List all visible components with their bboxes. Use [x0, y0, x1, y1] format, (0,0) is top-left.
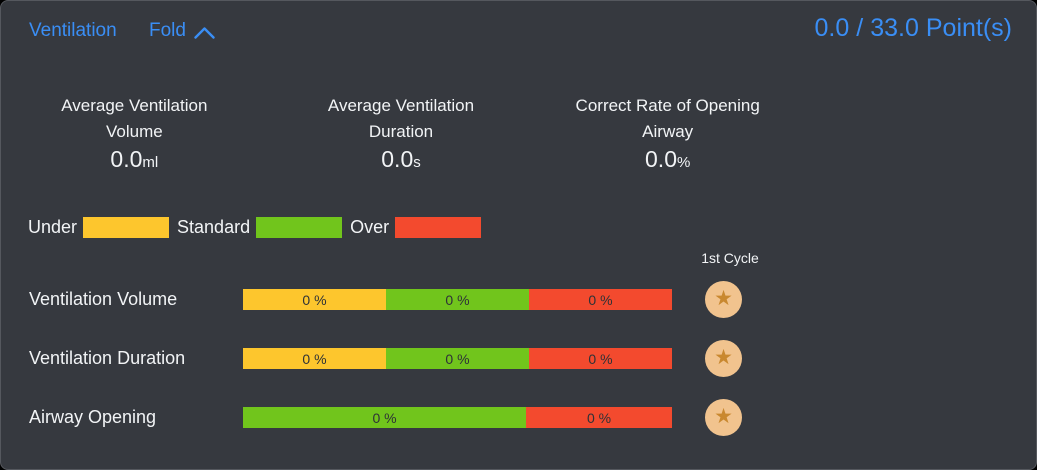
score-total: 33.0 [870, 14, 919, 42]
row-label: Ventilation Volume [29, 289, 178, 309]
bar-segment-over: 0 % [528, 289, 672, 310]
bar-segment-under: 0 % [243, 348, 386, 369]
score-display: 0.0 / 33.0 Point(s) [814, 14, 1012, 43]
segmented-bar: 0 % 0 % 0 % [243, 289, 672, 310]
legend-label-over: Over [350, 217, 390, 237]
legend-label-standard: Standard [177, 217, 251, 237]
stat-label: Volume [105, 122, 163, 141]
panel-title: Ventilation [29, 20, 117, 41]
cycle-star-badge: ★ [705, 399, 742, 436]
row-label: Ventilation Duration [29, 348, 186, 368]
score-current: 0.0 [814, 14, 850, 42]
legend-label-under: Under [28, 217, 78, 237]
bar-segment-over: 0 % [526, 407, 672, 428]
star-icon: ★ [714, 346, 733, 369]
row-label: Airway Opening [29, 407, 157, 427]
cycle-star-badge: ★ [705, 281, 742, 318]
metric-row-ventilation-duration: Ventilation Duration 0 % 0 % 0 % ★ [1, 339, 1036, 377]
stat-unit: % [677, 154, 691, 171]
stat-value: 0.0 [381, 146, 414, 172]
star-icon: ★ [714, 405, 733, 428]
stat-unit: s [413, 154, 421, 171]
stat-label: Correct Rate of Opening [575, 96, 760, 115]
score-divider: / [856, 14, 864, 42]
bar-segment-over: 0 % [528, 348, 672, 369]
cycle-column-header: 1st Cycle [701, 250, 759, 266]
stat-value: 0.0 [110, 146, 143, 172]
metric-row-airway-opening: Airway Opening 0 % 0 % ★ [1, 398, 1036, 436]
fold-toggle-label: Fold [149, 20, 186, 41]
stat-value: 0.0 [645, 146, 677, 172]
legend-swatch-over [395, 217, 482, 238]
stat-correct-rate-airway: Correct Rate of Opening Airway 0.0% [534, 93, 801, 177]
stat-label: Airway [642, 122, 694, 141]
chevron-up-icon [194, 24, 215, 39]
stat-avg-ventilation-volume: Average Ventilation Volume 0.0ml [1, 93, 268, 177]
stat-label: Average Ventilation [327, 96, 475, 115]
bar-segment-under: 0 % [243, 289, 386, 310]
segmented-bar: 0 % 0 % 0 % [243, 348, 672, 369]
bar-segment-standard: 0 % [243, 407, 527, 428]
stat-label: Average Ventilation [61, 96, 208, 115]
fold-toggle[interactable]: Fold [149, 20, 215, 42]
legend: Under Standard Over [28, 217, 489, 238]
legend-swatch-standard [256, 217, 343, 238]
bar-segment-standard: 0 % [385, 348, 529, 369]
score-unit: Point(s) [925, 14, 1012, 42]
stat-unit: ml [142, 154, 159, 171]
star-icon: ★ [714, 287, 733, 310]
cycle-star-badge: ★ [705, 340, 742, 377]
segmented-bar: 0 % 0 % [243, 407, 672, 428]
metric-row-ventilation-volume: Ventilation Volume 0 % 0 % 0 % ★ [1, 280, 1036, 318]
bar-segment-standard: 0 % [385, 289, 529, 310]
legend-swatch-under [83, 217, 170, 238]
stat-label: Duration [368, 122, 434, 141]
stat-avg-ventilation-duration: Average Ventilation Duration 0.0s [268, 93, 535, 177]
stats-summary: Average Ventilation Volume 0.0ml Average… [1, 93, 801, 177]
